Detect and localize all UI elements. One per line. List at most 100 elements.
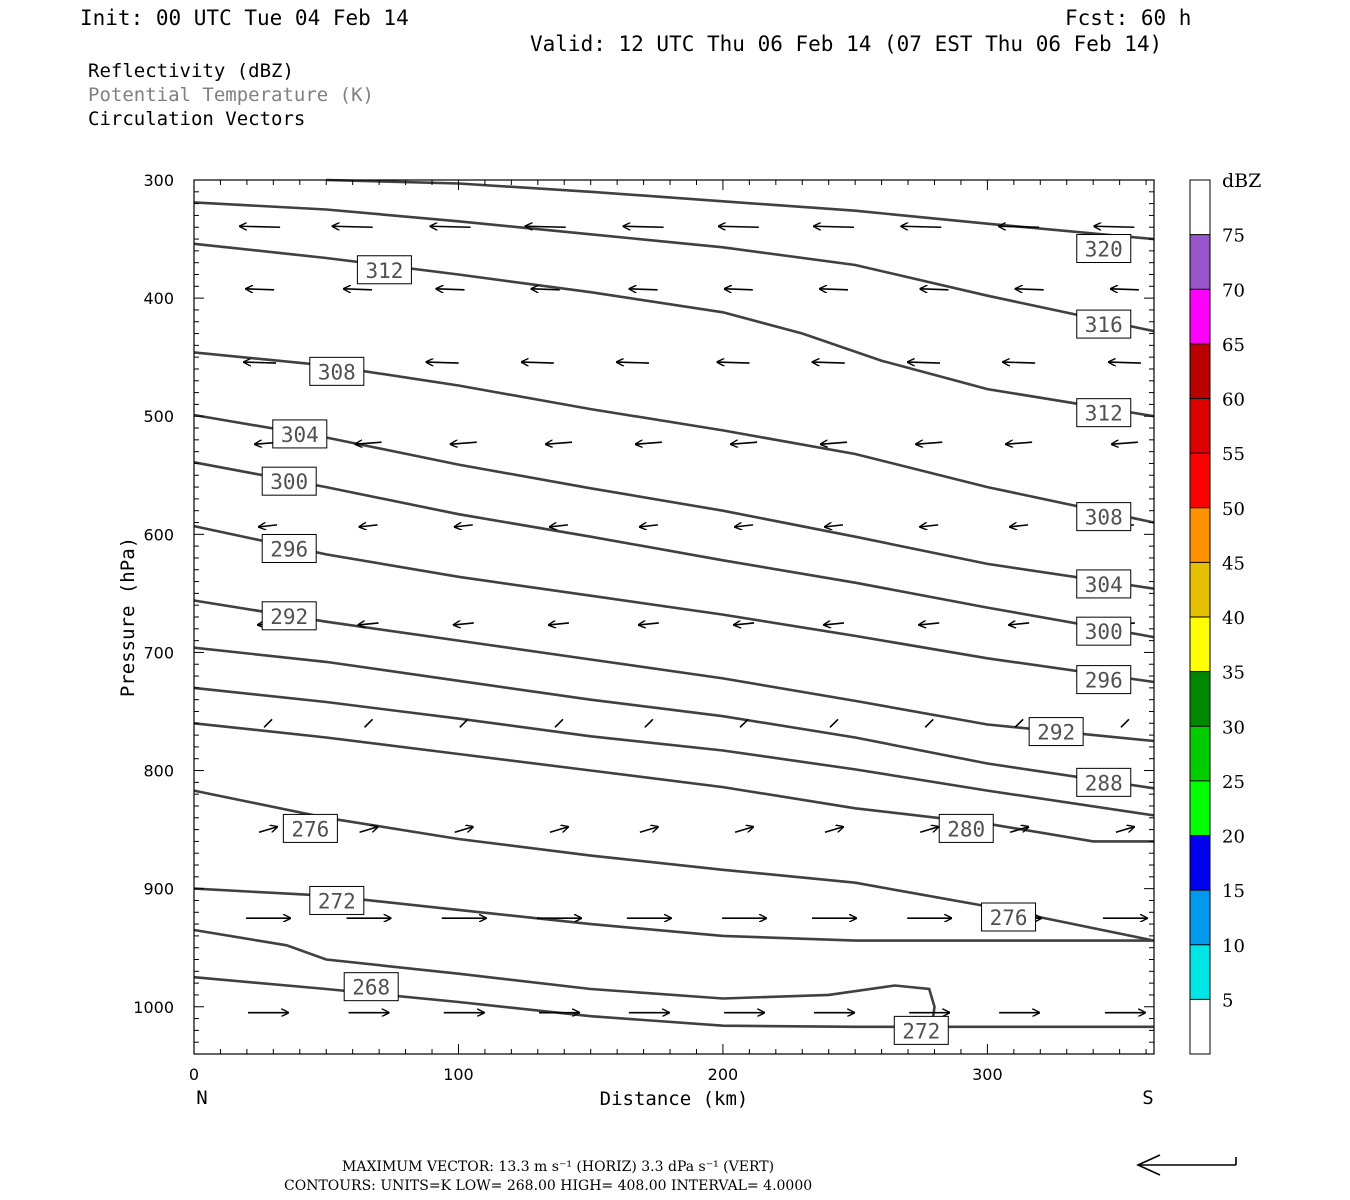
reference-vector-icon bbox=[1136, 1154, 1237, 1176]
contour-label: 304 bbox=[1076, 569, 1132, 599]
isentrope-312 bbox=[193, 242, 1155, 418]
circulation-vector bbox=[437, 289, 465, 290]
circulation-vector bbox=[1014, 718, 1024, 728]
y-tick-label: 800 bbox=[143, 762, 174, 781]
colorbar-tick-label: 10 bbox=[1222, 936, 1245, 957]
x-end-label-south: S bbox=[1142, 1087, 1153, 1109]
contour-label: 304 bbox=[272, 419, 328, 449]
circulation-vector bbox=[454, 623, 474, 625]
circulation-vector bbox=[821, 442, 848, 444]
svg-text:312: 312 bbox=[1085, 402, 1123, 426]
y-tick-label: 700 bbox=[143, 643, 174, 662]
colorbar-tick-label: 45 bbox=[1222, 553, 1245, 574]
circulation-vector bbox=[999, 226, 1040, 227]
contour-label: 312 bbox=[356, 255, 412, 285]
contour-label: 276 bbox=[282, 813, 338, 843]
colorbar-tick-label: 60 bbox=[1222, 390, 1245, 411]
colorbar-tick-label: 65 bbox=[1222, 335, 1245, 356]
contour-label: 312 bbox=[1076, 398, 1132, 428]
circulation-vector bbox=[825, 525, 844, 527]
field-label-theta: Potential Temperature (K) bbox=[88, 84, 374, 106]
circulation-vector bbox=[1006, 442, 1033, 444]
y-axis-label: Pressure (hPa) bbox=[117, 537, 139, 697]
circulation-vector bbox=[454, 827, 473, 834]
circulation-vector bbox=[719, 226, 759, 227]
svg-text:276: 276 bbox=[291, 817, 329, 841]
circulation-vector bbox=[526, 226, 566, 227]
colorbar-tick-label: 75 bbox=[1222, 226, 1245, 247]
circulation-vector bbox=[718, 362, 750, 363]
circulation-vector bbox=[908, 362, 940, 363]
circulation-vector bbox=[532, 289, 560, 290]
colorbar-tick-label: 15 bbox=[1222, 881, 1245, 902]
contour-label: 308 bbox=[309, 356, 365, 386]
circulation-vector bbox=[624, 226, 664, 227]
circulation-vector bbox=[549, 827, 568, 834]
circulation-vector bbox=[725, 289, 753, 290]
colorbar-tick-label: 25 bbox=[1222, 772, 1245, 793]
circulation-vector bbox=[639, 623, 659, 625]
svg-text:308: 308 bbox=[1085, 506, 1123, 530]
colorbar-segment bbox=[1190, 453, 1210, 508]
colorbar-title: dBZ bbox=[1222, 170, 1261, 192]
svg-text:320: 320 bbox=[1085, 238, 1123, 262]
svg-text:296: 296 bbox=[1085, 669, 1123, 693]
colorbar-tick-label: 55 bbox=[1222, 444, 1245, 465]
colorbar-segment bbox=[1190, 507, 1210, 563]
circulation-vector bbox=[263, 718, 273, 728]
x-end-label-north: N bbox=[196, 1087, 207, 1109]
circulation-vector bbox=[630, 289, 658, 290]
circulation-vector bbox=[522, 362, 554, 363]
colorbar-tick-label: 5 bbox=[1222, 990, 1233, 1011]
valid-time: Valid: 12 UTC Thu 06 Feb 14 (07 EST Thu … bbox=[530, 32, 1162, 56]
isentrope-284 bbox=[193, 686, 1155, 817]
contour-label: 316 bbox=[1076, 309, 1132, 339]
isentrope-292 bbox=[193, 599, 1155, 743]
colorbar-segment bbox=[1190, 617, 1210, 672]
y-tick-label: 300 bbox=[143, 171, 174, 190]
init-time: Init: 00 UTC Tue 04 Feb 14 bbox=[80, 6, 409, 30]
circulation-vector bbox=[246, 289, 275, 290]
isentrope-316 bbox=[193, 201, 1155, 333]
y-tick-label: 900 bbox=[143, 880, 174, 899]
x-tick-label: 0 bbox=[189, 1065, 199, 1084]
colorbar-segment bbox=[1190, 726, 1210, 781]
svg-text:280: 280 bbox=[947, 817, 985, 841]
plot-area: 320 316 312 312 308 308 304 304 300 300 296 296 292 2… bbox=[193, 178, 1155, 1045]
circulation-vector bbox=[919, 623, 940, 625]
contour-label: 272 bbox=[309, 885, 365, 915]
colorbar-segment bbox=[1190, 671, 1210, 727]
colorbar-segment bbox=[1190, 289, 1210, 344]
contour-label: 320 bbox=[1076, 234, 1132, 264]
isentrope-276 bbox=[193, 789, 1155, 942]
circulation-vector bbox=[363, 718, 374, 728]
colorbar-tick-label: 50 bbox=[1222, 499, 1245, 520]
colorbar: 5 10 15 20 25 30 35 40 45 50 55 60 65 70 75 bbox=[1189, 179, 1245, 1055]
contour-label: 288 bbox=[1076, 767, 1132, 797]
svg-text:316: 316 bbox=[1085, 313, 1123, 337]
svg-text:272: 272 bbox=[902, 1019, 940, 1043]
circulation-vector bbox=[1115, 827, 1134, 834]
circulation-vector bbox=[459, 718, 469, 728]
circulation-vector bbox=[916, 442, 943, 444]
colorbar-tick-label: 40 bbox=[1222, 608, 1245, 629]
contours-note: CONTOURS: UNITS=K LOW= 268.00 HIGH= 408.… bbox=[284, 1178, 812, 1194]
circulation-vector bbox=[1112, 442, 1138, 444]
circulation-vector bbox=[455, 525, 473, 527]
circulation-vector bbox=[1094, 226, 1135, 227]
circulation-vector bbox=[258, 827, 277, 834]
circulation-vector bbox=[739, 718, 749, 728]
isentrope-288 bbox=[193, 646, 1155, 790]
colorbar-tick-label: 70 bbox=[1222, 280, 1245, 301]
svg-text:292: 292 bbox=[1037, 721, 1075, 745]
x-axis-label: Distance (km) bbox=[600, 1088, 749, 1110]
max-vector-note: MAXIMUM VECTOR: 13.3 m s⁻¹ (HORIZ) 3.3 d… bbox=[342, 1159, 774, 1175]
circulation-vector bbox=[344, 289, 372, 290]
contour-label: 292 bbox=[1028, 717, 1084, 747]
svg-text:292: 292 bbox=[270, 605, 308, 629]
colorbar-segment bbox=[1190, 234, 1210, 290]
circulation-vector bbox=[814, 226, 855, 227]
circulation-vector bbox=[829, 718, 839, 728]
colorbar-tick-label: 20 bbox=[1222, 827, 1245, 848]
circulation-vector bbox=[824, 827, 843, 834]
